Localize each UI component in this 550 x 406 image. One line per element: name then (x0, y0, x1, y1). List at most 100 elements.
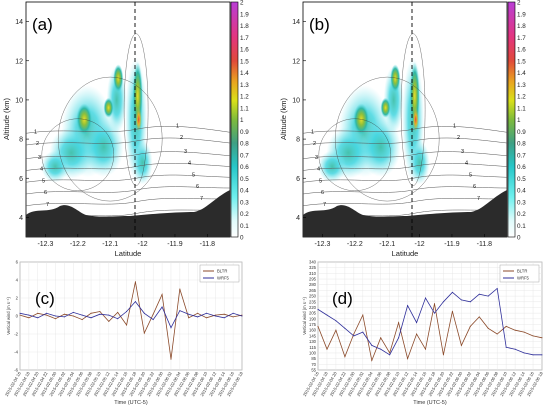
y-tick-label: 235 (309, 299, 317, 304)
data-point (37, 317, 39, 319)
x-axis-label: Latitude (392, 249, 419, 258)
data-point (214, 314, 216, 316)
colorbar-tick-label: 0.3 (240, 199, 249, 206)
contour-field: 1122334455667788 (25, 33, 231, 220)
contour-label: 2 (36, 141, 39, 147)
data-point (451, 291, 453, 293)
series-line-wrf5 (19, 300, 243, 329)
data-point (223, 317, 225, 319)
data-point (460, 344, 462, 346)
legend: BLTR WRF5 (499, 264, 540, 283)
x-tick-label: -12.1 (102, 241, 118, 248)
x-ticks: -12.3 -12.2 -12.1 -12 -11.9 -11.8 (37, 234, 215, 248)
contour-label: 4 (188, 161, 191, 167)
data-point (63, 316, 65, 318)
series-line-wrf5 (317, 287, 542, 356)
data-point (28, 317, 30, 319)
data-point (344, 356, 346, 358)
x-tick-label: -12 (415, 241, 425, 248)
contour-label: 4 (317, 167, 320, 173)
data-point (353, 333, 355, 335)
contour-label: 7 (46, 202, 49, 208)
cloud-region (41, 150, 70, 183)
data-point (152, 313, 154, 315)
data-point (108, 314, 110, 316)
contour-label: 1 (311, 129, 314, 135)
data-point (371, 344, 373, 346)
colorbar-ticks: 2 1.9 1.8 1.7 1.6 1.5 1.4 1.3 1.2 1.1 1 0.9 0.8 0.7 0.… (517, 0, 526, 242)
cloud-outline (123, 33, 149, 186)
y-tick-label: 220 (309, 305, 317, 310)
contour-label: 1 (176, 123, 179, 129)
data-point (335, 329, 337, 331)
isoline (25, 137, 231, 146)
data-point (197, 316, 199, 318)
terrain (26, 190, 230, 237)
y-ticks: 4 6 8 10 12 14 (15, 19, 29, 222)
colorbar (507, 1, 516, 238)
y-tick-label: -2 (14, 332, 18, 337)
isoline (302, 174, 508, 183)
x-ticks: -12.3 -12.2 -12.1 -12 -11.9 -11.8 (314, 234, 492, 248)
cloud-region (103, 97, 114, 118)
data-point (143, 312, 145, 314)
data-point (407, 358, 409, 360)
data-point (532, 354, 534, 356)
x-tick-label: -12.1 (379, 241, 395, 248)
y-tick-label: 130 (309, 339, 317, 344)
y-tick-label: 0 (16, 314, 19, 319)
series-layer (19, 281, 243, 360)
y-tick-label: 295 (309, 277, 317, 282)
data-point (478, 316, 480, 318)
colorbar-tick-label: 1.5 (240, 58, 249, 65)
data-point (81, 314, 83, 316)
colorbar-tick-label: 1 (517, 117, 521, 124)
legend-entry: BLTR (217, 269, 227, 274)
colorbar-tick-label: 1.9 (240, 11, 249, 18)
isoline (302, 163, 508, 171)
y-tick-label: 145 (309, 333, 317, 338)
data-point (514, 329, 516, 331)
isoline (302, 198, 508, 206)
colorbar-tick-label: 0.2 (240, 211, 249, 218)
colorbar-tick-label: 1.7 (517, 35, 526, 42)
colorbar-tick-label: 0.6 (240, 164, 249, 171)
x-tick-label: -11.9 (167, 241, 183, 248)
colorbar-tick-label: 1.2 (240, 94, 249, 101)
data-point (469, 325, 471, 327)
isoline (25, 126, 231, 134)
y-tick-label: 70 (311, 362, 316, 367)
data-point (398, 337, 400, 339)
panel-label-d: (d) (332, 289, 353, 308)
data-point (55, 318, 57, 320)
data-point (179, 310, 181, 312)
y-tick-label: 310 (309, 271, 317, 276)
data-point (425, 297, 427, 299)
colorbar-tick-label: 0.8 (240, 141, 249, 148)
x-tick-label: -12.3 (314, 241, 330, 248)
data-point (170, 358, 172, 360)
cloud-region (390, 64, 401, 93)
colorbar-tick-label: 0.4 (240, 188, 249, 195)
cloud-outline (57, 76, 163, 202)
y-tick-label: -6 (14, 368, 18, 373)
colorbar-tick-label: 1.4 (517, 70, 526, 77)
contour-label: 2 (457, 135, 460, 141)
contour-label: 3 (315, 155, 318, 161)
isoline (302, 137, 508, 146)
y-tick-label: 85 (311, 356, 316, 361)
data-point (232, 312, 234, 314)
colorbar-tick-label: 1.3 (240, 82, 249, 89)
contour-label: 6 (321, 190, 324, 196)
contour-label: 7 (200, 196, 203, 202)
contour-label: 7 (477, 196, 480, 202)
data-point (380, 348, 382, 350)
data-point (205, 317, 207, 319)
data-point (28, 314, 30, 316)
x-axis-label: Latitude (115, 249, 142, 258)
data-point (205, 312, 207, 314)
y-tick-label: 2 (16, 296, 19, 301)
isoline (25, 163, 231, 171)
colorbar-tick-label: 0.3 (517, 199, 526, 206)
contour-label: 4 (40, 167, 43, 173)
